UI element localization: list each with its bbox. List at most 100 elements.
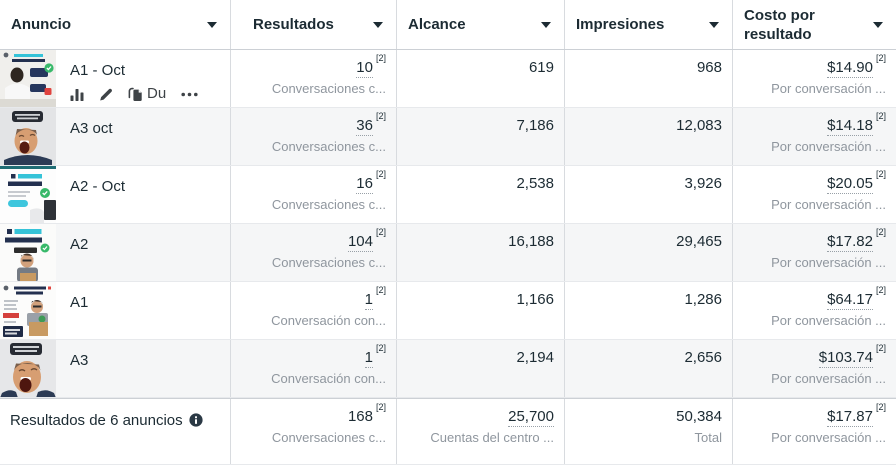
- results-cell: 1[2] Conversación con...: [231, 340, 397, 397]
- cost-sublabel: Por conversación ...: [771, 371, 886, 386]
- duplicate-label[interactable]: Du: [147, 85, 167, 102]
- results-value[interactable]: 36: [356, 117, 373, 136]
- ref-marker[interactable]: [2]: [875, 227, 886, 237]
- column-label-resultados: Resultados: [253, 16, 334, 33]
- ad-cell: A1 - Oct Du: [0, 50, 231, 107]
- results-value[interactable]: 10: [356, 59, 373, 78]
- ad-name[interactable]: A3: [70, 352, 89, 369]
- cost-cell: $17.82[2] Por conversación ...: [733, 224, 896, 281]
- cost-value[interactable]: $14.18: [827, 117, 873, 136]
- summary-label-cell: Resultados de 6 anuncios: [0, 399, 231, 464]
- cost-value[interactable]: $103.74: [818, 349, 873, 368]
- column-label-impresiones: Impresiones: [576, 16, 665, 33]
- results-value[interactable]: 1: [364, 291, 373, 310]
- column-header-resultados[interactable]: Resultados: [231, 0, 397, 49]
- ad-cell: A3 oct: [0, 108, 231, 165]
- ad-thumbnail[interactable]: [0, 282, 56, 339]
- cost-value[interactable]: $20.05: [827, 175, 873, 194]
- reach-cell: 2,538: [397, 166, 565, 223]
- ref-marker[interactable]: [2]: [375, 227, 386, 237]
- results-value[interactable]: 104: [347, 233, 373, 252]
- ref-marker[interactable]: [2]: [875, 343, 886, 353]
- summary-results-cell: 168[2] Conversaciones c...: [231, 399, 397, 464]
- reach-cell: 16,188: [397, 224, 565, 281]
- ad-thumbnail[interactable]: [0, 108, 56, 165]
- summary-results-sublabel: Conversaciones c...: [271, 430, 386, 445]
- summary-row: Resultados de 6 anuncios 168[2] Conversa…: [0, 398, 896, 465]
- ref-marker[interactable]: [2]: [875, 169, 886, 179]
- table-row: A1 - Oct Du: [0, 50, 896, 108]
- impressions-cell: 29,465: [565, 224, 733, 281]
- ref-marker[interactable]: [2]: [375, 285, 386, 295]
- ad-cell: A2: [0, 224, 231, 281]
- edit-icon[interactable]: [99, 87, 113, 101]
- ad-name[interactable]: A1: [70, 294, 89, 311]
- ref-marker[interactable]: [2]: [875, 402, 886, 412]
- summary-reach-value[interactable]: 25,700: [508, 408, 554, 427]
- info-icon[interactable]: [189, 413, 203, 427]
- column-header-impresiones[interactable]: Impresiones: [565, 0, 733, 49]
- column-label-costo: Costo por resultado: [744, 6, 815, 43]
- table-row: A2 104[2] Conversaciones c... 16,188 29,…: [0, 224, 896, 282]
- table-row: A3 oct 36[2] Conversaciones c... 7,186 1…: [0, 108, 896, 166]
- ref-marker[interactable]: [2]: [875, 111, 886, 121]
- impressions-cell: 968: [565, 50, 733, 107]
- reach-value: 2,538: [516, 175, 554, 192]
- column-header-alcance[interactable]: Alcance: [397, 0, 565, 49]
- results-value[interactable]: 16: [356, 175, 373, 194]
- cost-cell: $103.74[2] Por conversación ...: [733, 340, 896, 397]
- caret-down-icon[interactable]: [873, 21, 883, 28]
- cost-value[interactable]: $17.82: [827, 233, 873, 252]
- chart-icon[interactable]: [70, 87, 84, 101]
- ref-marker[interactable]: [2]: [375, 343, 386, 353]
- ad-thumbnail[interactable]: [0, 166, 56, 223]
- cost-cell: $14.18[2] Por conversación ...: [733, 108, 896, 165]
- results-cell: 16[2] Conversaciones c...: [231, 166, 397, 223]
- impressions-cell: 1,286: [565, 282, 733, 339]
- results-sublabel: Conversaciones c...: [271, 139, 386, 154]
- results-sublabel: Conversaciones c...: [271, 197, 386, 212]
- duplicate-action[interactable]: Du: [128, 86, 166, 102]
- cost-cell: $64.17[2] Por conversación ...: [733, 282, 896, 339]
- impressions-cell: 3,926: [565, 166, 733, 223]
- reach-value: 7,186: [516, 117, 554, 134]
- ad-thumbnail[interactable]: [0, 224, 56, 281]
- ad-name[interactable]: A2: [70, 236, 89, 253]
- results-cell: 36[2] Conversaciones c...: [231, 108, 397, 165]
- reach-cell: 7,186: [397, 108, 565, 165]
- summary-results-value: 168: [347, 408, 373, 425]
- column-header-costo[interactable]: Costo por resultado: [733, 0, 896, 49]
- ad-cell: A1: [0, 282, 231, 339]
- results-cell: 104[2] Conversaciones c...: [231, 224, 397, 281]
- caret-down-icon[interactable]: [541, 21, 551, 28]
- ad-thumbnail[interactable]: [0, 50, 56, 107]
- caret-down-icon[interactable]: [373, 21, 383, 28]
- column-header-anuncio[interactable]: Anuncio: [0, 0, 231, 49]
- reach-value: 1,166: [516, 291, 554, 308]
- ref-marker[interactable]: [2]: [875, 53, 886, 63]
- results-sublabel: Conversación con...: [271, 371, 386, 386]
- more-icon[interactable]: [181, 92, 198, 97]
- ad-name[interactable]: A3 oct: [70, 120, 113, 137]
- cost-value[interactable]: $14.90: [827, 59, 873, 78]
- reach-cell: 619: [397, 50, 565, 107]
- reach-value: 619: [528, 59, 554, 76]
- ref-marker[interactable]: [2]: [375, 169, 386, 179]
- cost-sublabel: Por conversación ...: [771, 255, 886, 270]
- reach-cell: 1,166: [397, 282, 565, 339]
- cost-sublabel: Por conversación ...: [771, 139, 886, 154]
- table-row: A1 1[2] Conversación con... 1,166 1,286 …: [0, 282, 896, 340]
- ref-marker[interactable]: [2]: [875, 285, 886, 295]
- caret-down-icon[interactable]: [709, 21, 719, 28]
- caret-down-icon[interactable]: [207, 21, 217, 28]
- ref-marker[interactable]: [2]: [375, 402, 386, 412]
- summary-cost-value[interactable]: $17.87: [827, 408, 873, 427]
- cost-value[interactable]: $64.17: [827, 291, 873, 310]
- reach-value: 2,194: [516, 349, 554, 366]
- ad-thumbnail[interactable]: [0, 340, 56, 397]
- ref-marker[interactable]: [2]: [375, 111, 386, 121]
- ad-name[interactable]: A1 - Oct: [70, 62, 126, 79]
- ref-marker[interactable]: [2]: [375, 53, 386, 63]
- ad-name[interactable]: A2 - Oct: [70, 178, 126, 195]
- results-value[interactable]: 1: [364, 349, 373, 368]
